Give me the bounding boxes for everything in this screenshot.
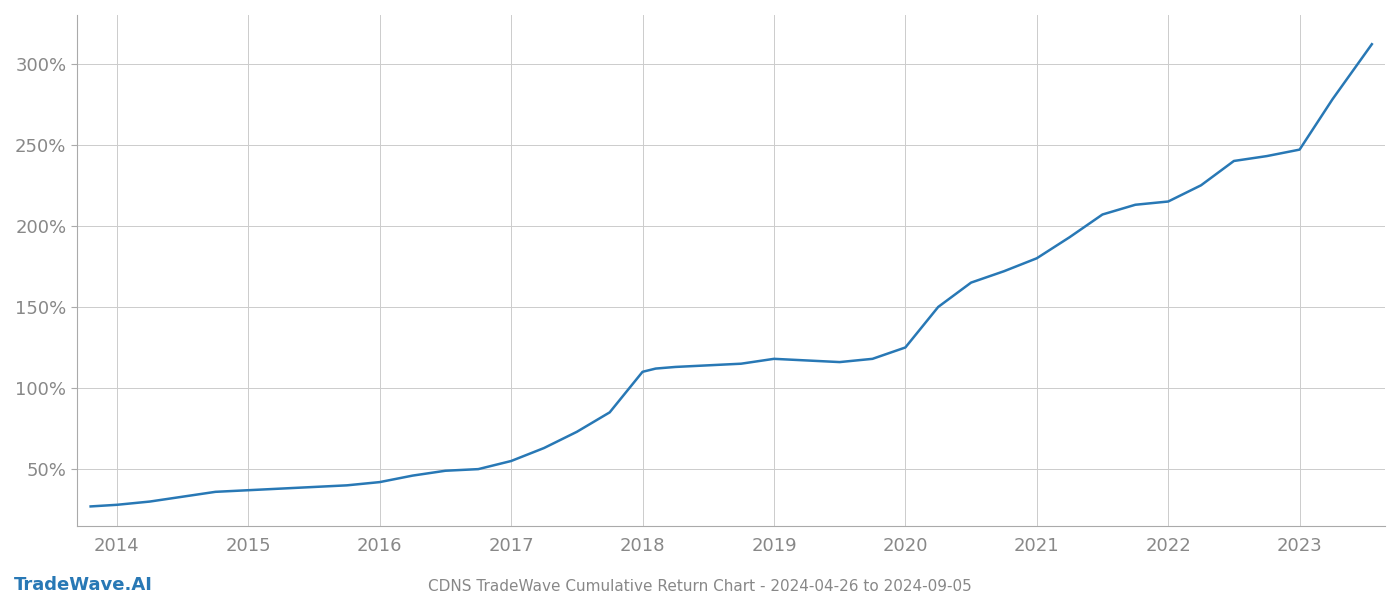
Text: CDNS TradeWave Cumulative Return Chart - 2024-04-26 to 2024-09-05: CDNS TradeWave Cumulative Return Chart -… — [428, 579, 972, 594]
Text: TradeWave.AI: TradeWave.AI — [14, 576, 153, 594]
